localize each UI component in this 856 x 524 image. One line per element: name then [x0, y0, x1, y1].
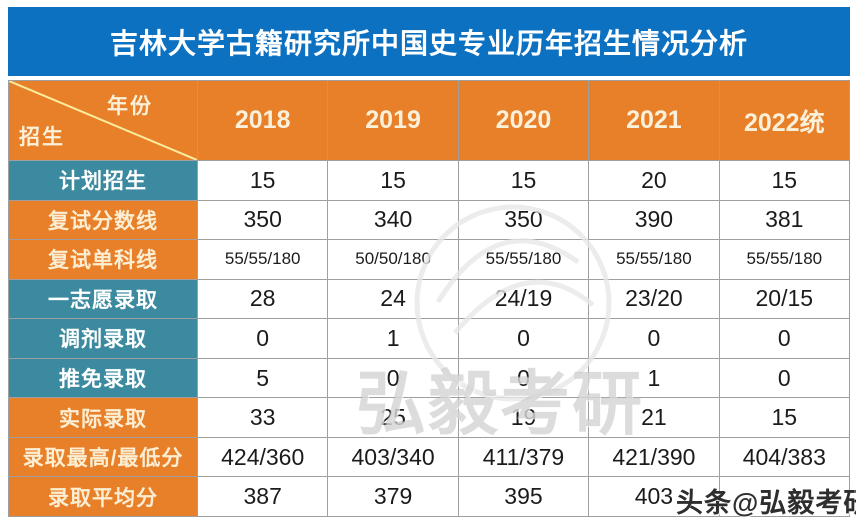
year-header-2018: 2018 — [198, 81, 328, 160]
row-label-average-score: 录取平均分 — [9, 477, 197, 516]
table-cell: 23/20 — [589, 279, 719, 319]
row-label-retest-subject-line: 复试单科线 — [9, 240, 197, 279]
corner-label-enrollment: 招生 — [19, 126, 65, 149]
table-cell: 15 — [458, 161, 589, 200]
table-cell: 0 — [719, 358, 849, 398]
table-cell: 404/383 — [719, 437, 849, 477]
table-cell: 24/19 — [458, 279, 589, 319]
table-cell: 20/15 — [719, 279, 849, 319]
table-cell: 21 — [589, 398, 719, 437]
table-cell: 15 — [328, 161, 458, 200]
table-cell: 15 — [198, 161, 328, 200]
table-cell: 15 — [719, 398, 849, 437]
table-cell: 0 — [328, 358, 458, 398]
table-cell: 411/379 — [458, 437, 589, 477]
table-cell: 421/390 — [589, 437, 719, 477]
table-cell: 55/55/180 — [458, 240, 589, 279]
table-cell: 50/50/180 — [328, 240, 458, 279]
corner-label-year: 年份 — [107, 95, 153, 118]
table-cell: 403/340 — [328, 437, 458, 477]
row-label-retest-score-line: 复试分数线 — [9, 200, 197, 240]
year-header-2022: 2022统 — [719, 81, 849, 160]
table-cell: 1 — [589, 358, 719, 398]
row-label-transfer-admitted: 调剂录取 — [9, 319, 197, 358]
table-cell: 55/55/180 — [589, 240, 719, 279]
table-cell: 24 — [328, 279, 458, 319]
diagonal-divider-line — [9, 81, 197, 160]
table-cell: 350 — [198, 200, 328, 240]
table-cell: 424/360 — [198, 437, 328, 477]
table-cell: 403 — [589, 477, 719, 516]
table-cell: 395 — [458, 477, 589, 516]
table-cell: 55/55/180 — [198, 240, 328, 279]
table-cell: 1 — [328, 319, 458, 358]
table-cell: 0 — [589, 319, 719, 358]
table-cell: 390 — [589, 200, 719, 240]
enrollment-table: 年份 招生 2018 2019 2020 2021 2022统 计划招生 15 … — [8, 80, 850, 517]
table-cell: 28 — [198, 279, 328, 319]
year-header-2020: 2020 — [458, 81, 589, 160]
table-cell: 5 — [198, 358, 328, 398]
table-cell: 0 — [719, 319, 849, 358]
corner-header-cell: 年份 招生 — [9, 81, 197, 160]
table-cell: 19 — [458, 398, 589, 437]
table-cell: 350 — [458, 200, 589, 240]
table-cell — [719, 477, 849, 516]
page-title: 吉林大学古籍研究所中国史专业历年招生情况分析 — [8, 7, 850, 76]
table-cell: 387 — [198, 477, 328, 516]
row-label-first-choice-admitted: 一志愿录取 — [9, 279, 197, 319]
year-header-2019: 2019 — [328, 81, 458, 160]
table-cell: 340 — [328, 200, 458, 240]
table-cell: 0 — [198, 319, 328, 358]
row-label-planned-enrollment: 计划招生 — [9, 161, 197, 200]
table-cell: 33 — [198, 398, 328, 437]
table-cell: 0 — [458, 358, 589, 398]
row-label-max-min-score: 录取最高/最低分 — [9, 437, 197, 477]
table-cell: 379 — [328, 477, 458, 516]
table-cell: 25 — [328, 398, 458, 437]
row-label-actual-admitted: 实际录取 — [9, 398, 197, 437]
year-header-2021: 2021 — [589, 81, 719, 160]
table-cell: 55/55/180 — [719, 240, 849, 279]
table-cell: 15 — [719, 161, 849, 200]
row-label-exempt-admitted: 推免录取 — [9, 358, 197, 398]
table-cell: 381 — [719, 200, 849, 240]
table-cell: 0 — [458, 319, 589, 358]
table-cell: 20 — [589, 161, 719, 200]
